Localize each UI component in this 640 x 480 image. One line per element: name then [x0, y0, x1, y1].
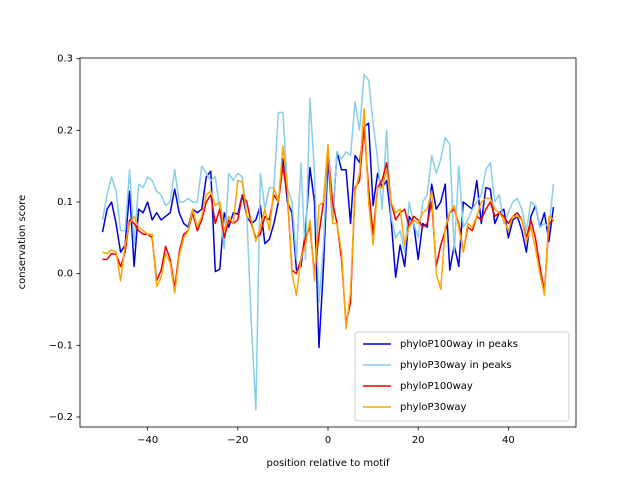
- legend-text: phyloP30way: [400, 402, 467, 413]
- x-tick-label: 40: [502, 435, 515, 446]
- y-tick-label: −0.2: [49, 412, 73, 423]
- y-tick-label: 0.3: [57, 54, 73, 65]
- legend-text: phyloP100way in peaks: [400, 339, 518, 350]
- legend-text: phyloP30way in peaks: [400, 360, 512, 371]
- y-tick-label: 0.2: [57, 125, 73, 136]
- legend-text: phyloP100way: [400, 381, 473, 392]
- y-tick-label: 0.0: [57, 269, 73, 280]
- x-tick-label: −40: [137, 435, 158, 446]
- plot-lines: [101, 73, 555, 411]
- series-line: [102, 108, 554, 330]
- plot-frame: [79, 57, 577, 428]
- y-axis-title: conservation score: [17, 195, 28, 290]
- x-tick-label: 0: [325, 435, 331, 446]
- x-axis-title: position relative to motif: [267, 458, 390, 469]
- y-tick-label: −0.1: [49, 340, 73, 351]
- y-tick-label: 0.1: [57, 197, 73, 208]
- x-tick-label: −20: [227, 435, 248, 446]
- x-tick-label: 20: [412, 435, 425, 446]
- legend-box: [354, 331, 570, 422]
